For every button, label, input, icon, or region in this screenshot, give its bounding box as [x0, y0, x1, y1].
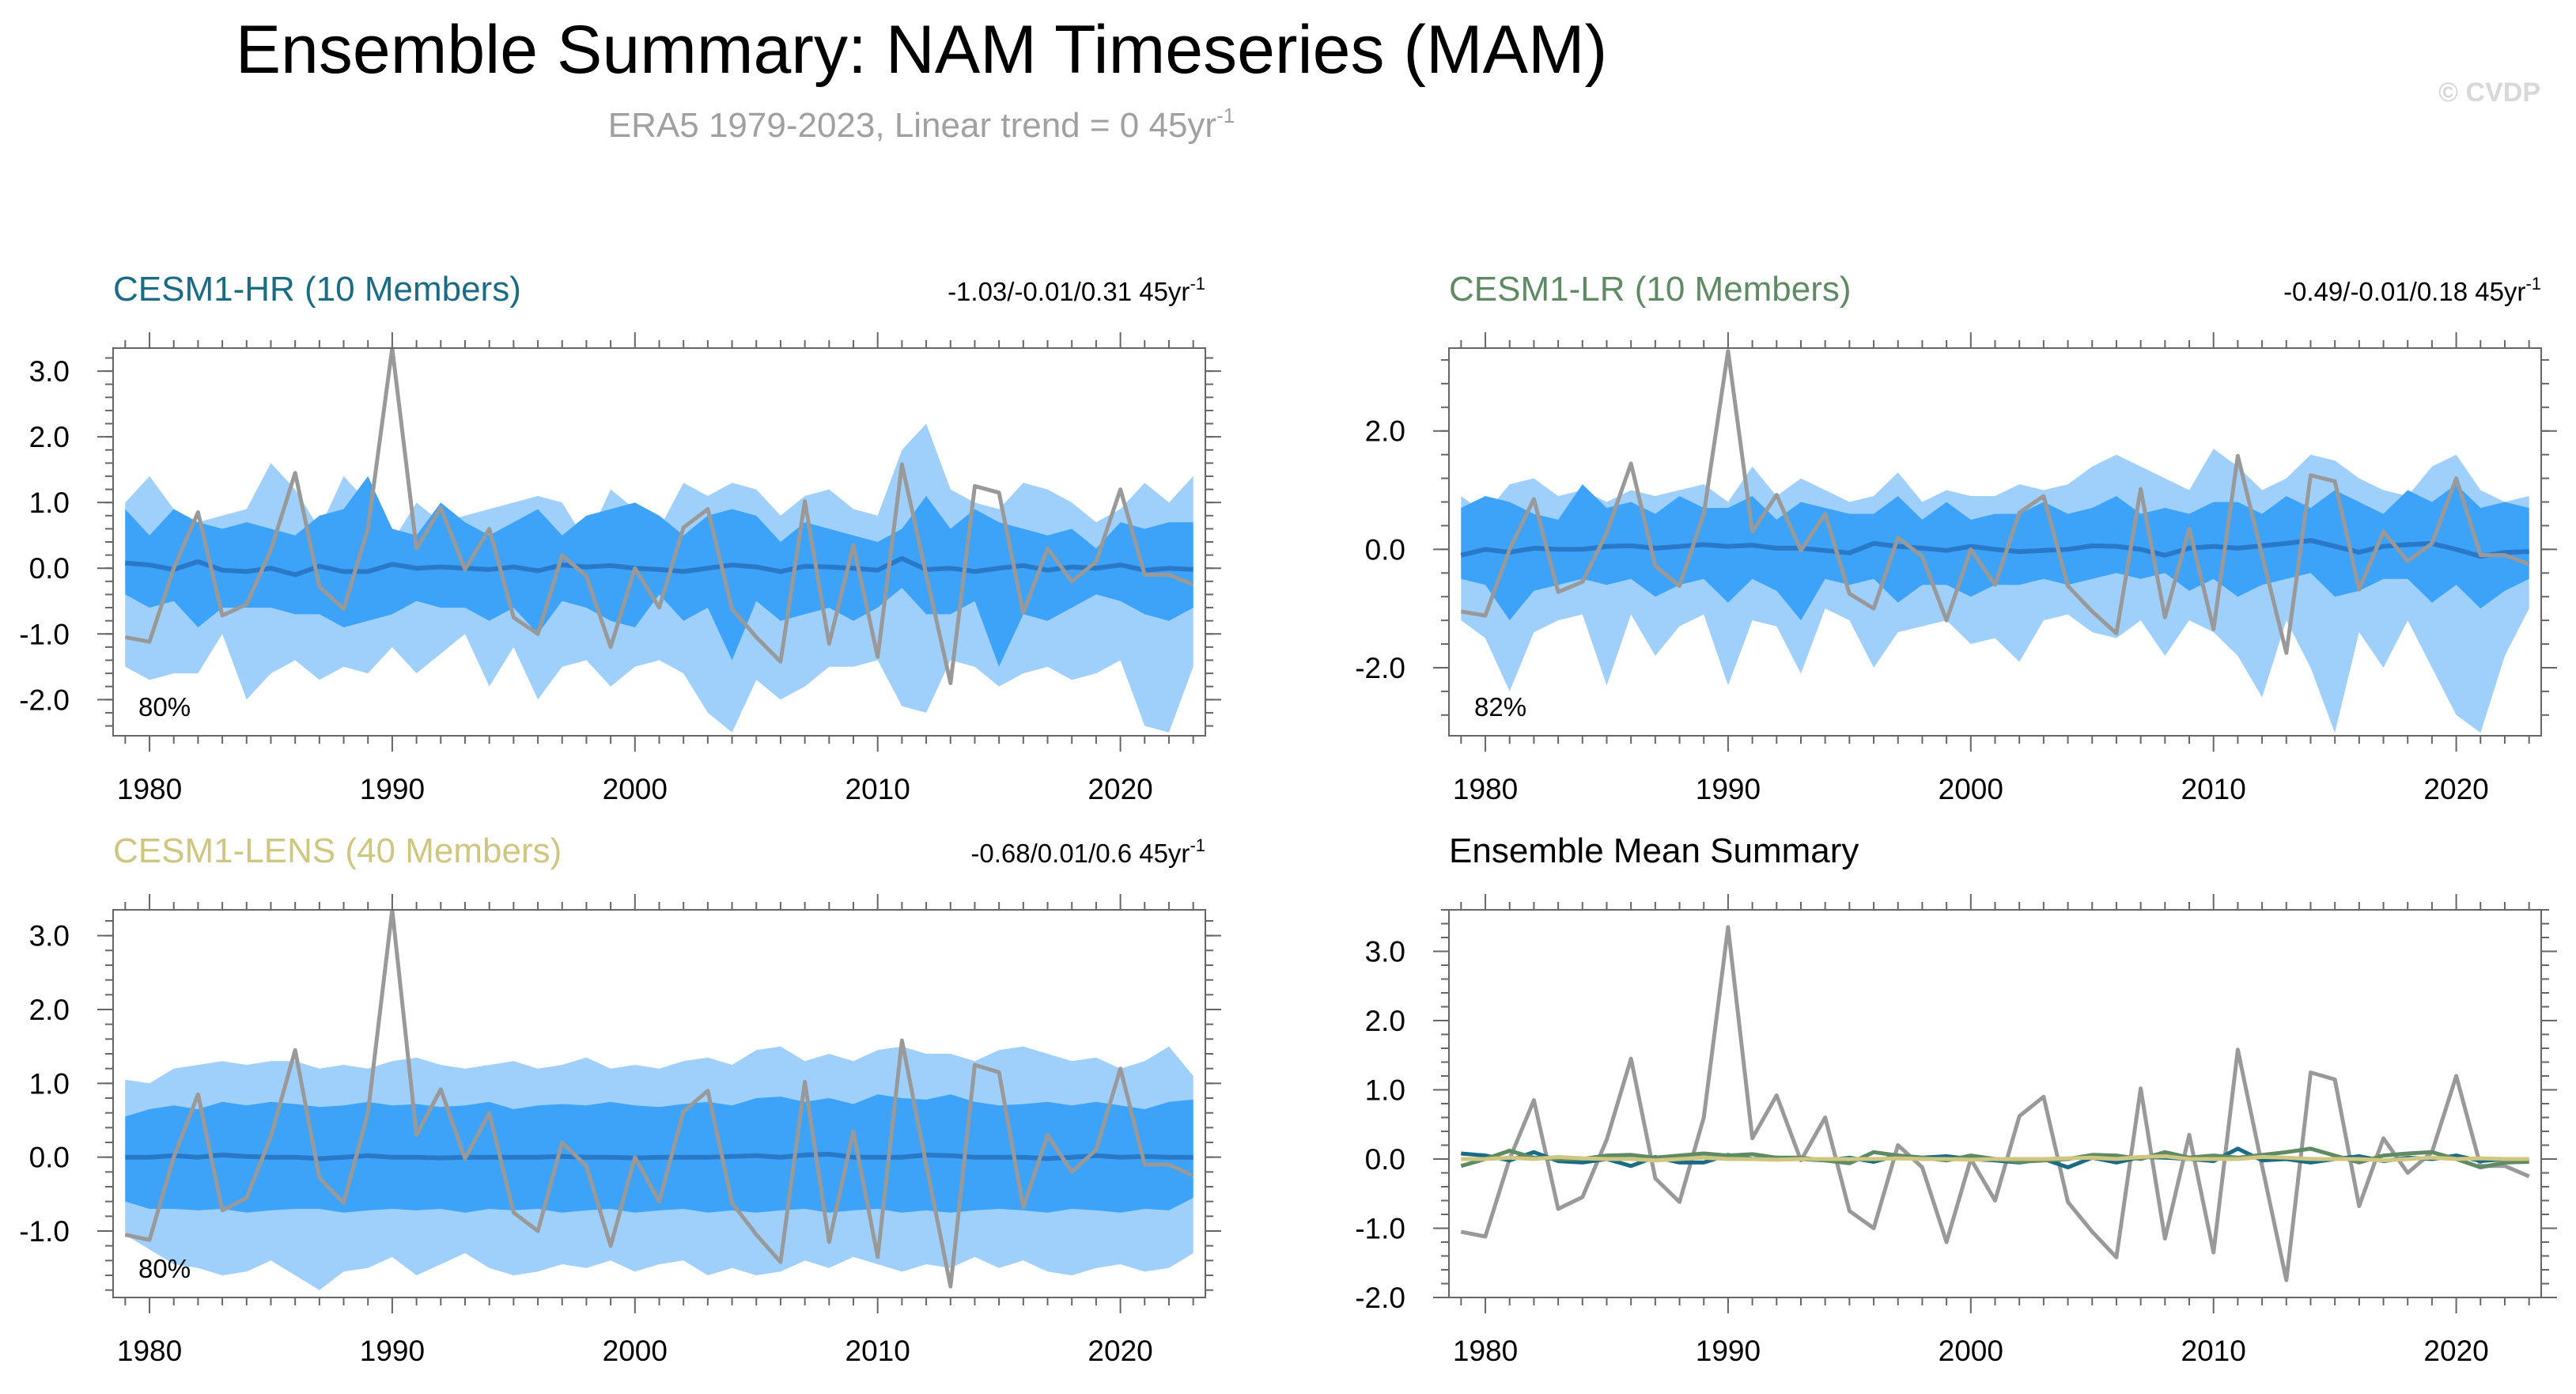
trend-label: -1.03/-0.01/0.31 45yr-1 [948, 274, 1205, 306]
trend-sup: -1 [1190, 835, 1205, 855]
y-tick-label: -2.0 [1355, 652, 1405, 684]
trend-label: -0.49/-0.01/0.18 45yr-1 [2283, 274, 2541, 306]
x-tick-label: 2010 [845, 773, 910, 805]
figure-title: Ensemble Summary: NAM Timeseries (MAM) [236, 12, 1608, 88]
y-tick-label: 2.0 [29, 421, 70, 453]
x-tick-label: 2000 [1939, 773, 2003, 805]
x-tick-label: 2010 [845, 1335, 910, 1367]
x-tick-label: 2020 [1088, 1335, 1152, 1367]
x-tick-label: 1980 [1453, 773, 1518, 805]
x-tick-label: 1980 [1453, 1335, 1518, 1367]
x-tick-label: 2010 [2181, 773, 2246, 805]
trend-text: -1.03/-0.01/0.31 45yr [948, 277, 1190, 306]
trend-sup: -1 [1190, 274, 1205, 294]
y-tick-label: 2.0 [1365, 1005, 1405, 1037]
observed-line [124, 910, 1194, 1289]
trend-text: -0.68/0.01/0.6 45yr [970, 839, 1190, 868]
y-tick-label: 2.0 [1365, 415, 1405, 448]
y-tick-label: 1.0 [29, 1067, 70, 1100]
y-tick-label: 0.0 [29, 1142, 70, 1174]
x-tick-label: 1980 [117, 773, 182, 805]
y-tick-label: 0.0 [1365, 533, 1405, 566]
y-tick-label: -1.0 [19, 618, 70, 650]
panel-title: Ensemble Mean Summary [1449, 831, 1859, 870]
panel-cesm1-lr: 2.0 0.0 -2.0 1980 1990 2000 2010 2020 CESM1-LR (… [1355, 270, 2557, 805]
panel-title: CESM1-LR (10 Members) [1449, 270, 1852, 309]
x-tick-label: 2000 [603, 1335, 668, 1367]
subtitle-main: ERA5 1979-2023, Linear trend = 0 45yr [608, 106, 1216, 145]
trend-text: -0.49/-0.01/0.18 45yr [2283, 277, 2525, 306]
x-tick-label: 1990 [1696, 1335, 1761, 1367]
y-tick-label: -2.0 [19, 684, 70, 716]
plot-area [1460, 925, 2530, 1282]
x-tick-label: 2000 [603, 773, 668, 805]
x-tick-label: 2020 [2423, 773, 2488, 805]
panel-ensemble-mean-summary: 3.0 2.0 1.0 0.0 -1.0 -2.0 1980 1990 2000 2010 2020… [1355, 831, 2557, 1367]
inner-percentile-band [1461, 484, 2529, 621]
y-tick-label: -2.0 [1355, 1282, 1405, 1314]
observed-line [1460, 349, 2530, 655]
y-tick-label: 2.0 [29, 994, 70, 1026]
plot-area [124, 348, 1194, 733]
x-tick-label: 1990 [1696, 773, 1761, 805]
y-tick-label: 3.0 [29, 355, 70, 388]
x-tick-label: 1990 [360, 1335, 425, 1367]
x-tick-label: 1990 [360, 773, 425, 805]
inner-percentile-band [125, 1094, 1193, 1213]
x-tick-label: 2000 [1939, 1335, 2003, 1367]
x-tick-label: 1980 [117, 1335, 182, 1367]
y-tick-label: -1.0 [1355, 1213, 1405, 1245]
plot-frame [1448, 909, 2542, 1298]
plot-area [1460, 349, 2530, 733]
subtitle-sup: -1 [1216, 104, 1235, 127]
trend-label: -0.68/0.01/0.6 45yr-1 [970, 835, 1205, 868]
observed-line [124, 348, 1194, 686]
figure-subtitle: ERA5 1979-2023, Linear trend = 0 45yr-1 [608, 104, 1235, 145]
y-tick-label: 3.0 [29, 920, 70, 953]
y-tick-label: 0.0 [1365, 1143, 1405, 1176]
x-tick-label: 2010 [2181, 1335, 2246, 1367]
y-tick-label: 3.0 [1365, 936, 1405, 968]
x-tick-label: 2020 [1088, 773, 1152, 805]
y-tick-label: 0.0 [29, 552, 70, 585]
series-line-era5 [1460, 925, 2530, 1282]
chart-panels: 3.0 2.0 1.0 0.0 -1.0 -2.0 1980 1990 2000 2010 2020… [19, 270, 2557, 1367]
panel-cesm1-hr: 3.0 2.0 1.0 0.0 -1.0 -2.0 1980 1990 2000 2010 2020… [19, 270, 1221, 805]
watermark-cvdp: © CVDP [2438, 78, 2540, 108]
x-tick-label: 2020 [2423, 1335, 2488, 1367]
trend-sup: -1 [2525, 274, 2541, 294]
panel-title: CESM1-LENS (40 Members) [113, 831, 562, 870]
percent-label: 82% [1474, 692, 1526, 722]
y-tick-label: -1.0 [19, 1215, 70, 1248]
series-line-cesm1-lens [1461, 1154, 2529, 1163]
y-tick-label: 1.0 [29, 487, 70, 519]
panel-cesm1-lens: 3.0 2.0 1.0 0.0 -1.0 1980 1990 2000 2010 2020 CESM… [19, 831, 1221, 1367]
percent-label: 80% [138, 1254, 191, 1283]
y-tick-label: 1.0 [1365, 1074, 1405, 1107]
panel-title: CESM1-HR (10 Members) [113, 270, 521, 309]
percent-label: 80% [138, 692, 191, 722]
plot-area [124, 910, 1194, 1290]
